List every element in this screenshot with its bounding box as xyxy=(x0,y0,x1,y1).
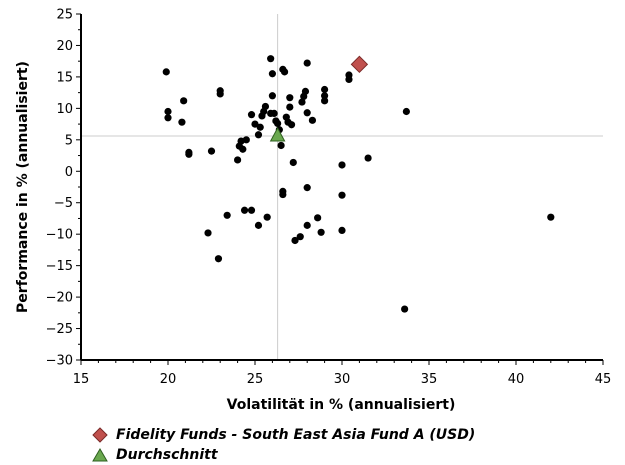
data-point xyxy=(270,109,278,117)
triangle-icon xyxy=(92,448,108,462)
legend-label-average: Durchschnitt xyxy=(116,447,218,463)
data-point xyxy=(274,119,282,128)
data-point xyxy=(254,131,263,139)
x-axis-title: Volatilität in % (annualisiert) xyxy=(227,397,456,413)
data-point xyxy=(289,158,297,167)
data-point xyxy=(345,75,353,84)
data-point xyxy=(321,85,329,94)
average-crosshair xyxy=(81,14,603,360)
legend-item-fund: Fidelity Funds - South East Asia Fund A … xyxy=(92,425,475,445)
data-point xyxy=(338,191,346,199)
y-tick-label: −10 xyxy=(46,228,73,243)
data-point xyxy=(234,156,242,164)
x-tick-label: 15 xyxy=(73,372,90,387)
legend-label-fund: Fidelity Funds - South East Asia Fund A … xyxy=(116,427,476,443)
y-tick-label: 10 xyxy=(56,102,73,117)
data-point xyxy=(401,305,409,313)
data-point xyxy=(216,90,224,98)
y-axis-title: Performance in % (annualisiert) xyxy=(15,61,31,313)
data-point xyxy=(185,150,193,158)
x-tick-label: 30 xyxy=(334,372,351,387)
average-marker xyxy=(269,126,286,142)
data-point xyxy=(314,214,322,222)
data-point xyxy=(223,211,231,219)
data-point xyxy=(251,120,259,128)
data-point xyxy=(317,228,325,236)
y-tick-label: −20 xyxy=(46,291,73,306)
data-point xyxy=(207,147,216,155)
y-tick-label: 25 xyxy=(56,8,73,23)
y-tick-label: −25 xyxy=(46,322,73,337)
data-point xyxy=(286,103,294,111)
data-points xyxy=(162,55,555,313)
data-point xyxy=(164,114,172,122)
y-tick-label: 15 xyxy=(56,70,73,85)
data-point xyxy=(247,206,256,214)
y-tick-label: −5 xyxy=(54,196,73,211)
fund-marker xyxy=(350,55,369,74)
data-point xyxy=(242,136,250,144)
data-point xyxy=(321,97,329,105)
data-point xyxy=(301,87,310,95)
x-tick-label: 45 xyxy=(595,372,612,387)
legend: Fidelity Funds - South East Asia Fund A … xyxy=(92,425,475,465)
data-point xyxy=(256,123,264,131)
data-point xyxy=(303,59,311,67)
y-tick-label: 0 xyxy=(65,165,73,180)
data-point xyxy=(298,98,306,106)
data-point xyxy=(402,107,410,116)
x-tick-label: 20 xyxy=(160,372,177,387)
data-point xyxy=(303,221,311,229)
y-tick-label: 20 xyxy=(56,39,73,54)
data-point xyxy=(338,161,346,169)
data-point xyxy=(280,68,289,76)
diamond-icon xyxy=(92,427,108,443)
data-point xyxy=(162,68,170,76)
data-point xyxy=(254,221,263,229)
data-point xyxy=(164,107,172,116)
data-point xyxy=(240,206,249,214)
data-point xyxy=(277,141,285,150)
y-tick-label: −15 xyxy=(46,259,73,274)
data-point xyxy=(287,121,296,129)
y-tick-label: 5 xyxy=(65,133,73,148)
data-point xyxy=(268,70,276,78)
data-point xyxy=(180,97,188,105)
x-tick-label: 35 xyxy=(421,372,438,387)
data-point xyxy=(547,213,555,221)
data-point xyxy=(338,226,346,235)
data-point xyxy=(214,255,223,263)
data-point xyxy=(263,213,271,221)
legend-item-average: Durchschnitt xyxy=(92,445,475,465)
data-point xyxy=(178,118,186,126)
data-point xyxy=(286,94,294,102)
data-point xyxy=(261,102,270,111)
data-point xyxy=(308,116,317,124)
x-tick-label: 25 xyxy=(247,372,264,387)
x-tick-label: 40 xyxy=(508,372,525,387)
data-point xyxy=(268,92,276,100)
data-point xyxy=(279,190,287,199)
data-point xyxy=(247,111,256,119)
data-point xyxy=(239,145,247,153)
highlight-markers xyxy=(269,55,369,142)
data-point xyxy=(204,229,212,237)
data-point xyxy=(291,236,299,245)
data-point xyxy=(303,109,311,117)
data-point xyxy=(267,55,275,63)
data-point xyxy=(296,233,304,241)
data-point xyxy=(364,154,372,162)
data-point xyxy=(321,92,329,100)
data-point xyxy=(303,184,311,192)
y-tick-label: −30 xyxy=(46,354,73,369)
